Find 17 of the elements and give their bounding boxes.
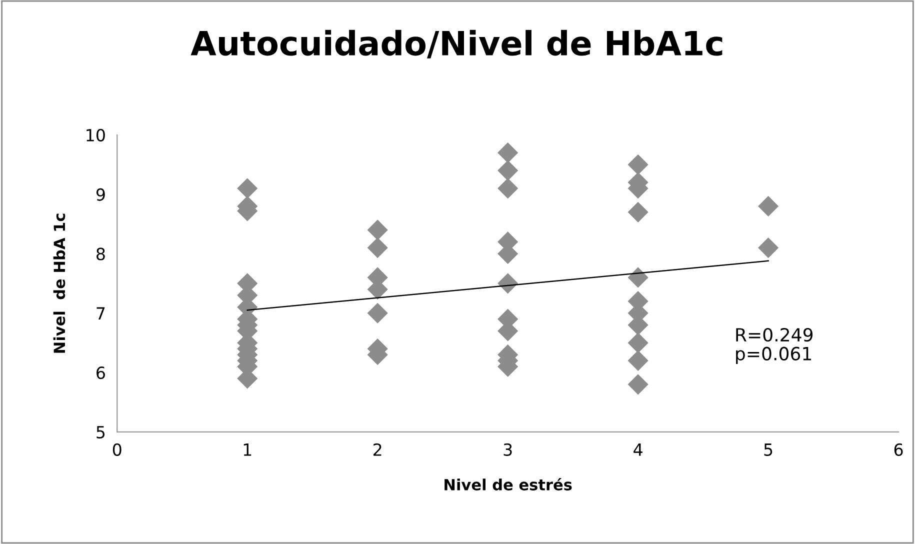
x-tick-label: 2 bbox=[374, 443, 382, 456]
x-tick-label: 0 bbox=[112, 443, 122, 456]
x-tick-label: 1 bbox=[244, 444, 252, 456]
x-axis-title: Nivel de estrés bbox=[444, 478, 572, 490]
y-tick-label: 7 bbox=[96, 307, 105, 320]
x-tick-label: 5 bbox=[764, 444, 772, 456]
y-tick-label: 10 bbox=[86, 128, 105, 142]
x-tick-label: 3 bbox=[504, 443, 512, 456]
x-tick-label: 6 bbox=[894, 443, 903, 456]
y-tick-label: 6 bbox=[96, 366, 105, 380]
x-tick-label: 4 bbox=[634, 444, 642, 456]
y-tick-label: 9 bbox=[96, 188, 105, 201]
y-axis-title: Nivel de HbA 1c bbox=[53, 214, 66, 353]
y-tick-label: 8 bbox=[96, 248, 105, 260]
annotation: R=0.249 p=0.061 bbox=[736, 328, 813, 364]
y-tick-label: 5 bbox=[96, 426, 105, 439]
chart-title: Autocuidado/Nivel de HbA1c bbox=[190, 30, 722, 58]
